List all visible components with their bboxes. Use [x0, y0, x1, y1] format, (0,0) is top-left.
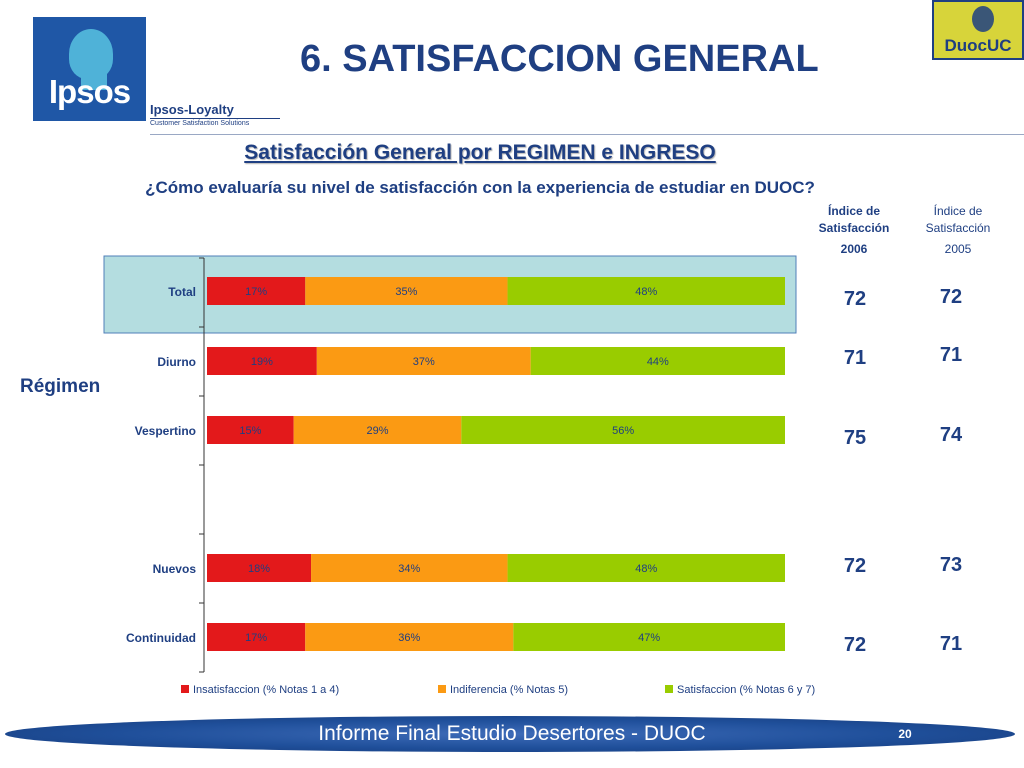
legend-entry: Indiferencia (% Notas 5)	[450, 684, 568, 696]
bar-segment	[305, 623, 514, 651]
data-label: 29%	[366, 425, 388, 437]
legend-swatch	[665, 685, 673, 693]
ipsos-neck-shape	[81, 72, 107, 90]
loyalty-brand: Ipsos-Loyalty	[150, 102, 234, 117]
slide-title: 6. SATISFACCION GENERAL	[300, 38, 819, 80]
index-2006-value: 72	[844, 288, 866, 310]
index-2006-value: 72	[844, 555, 866, 577]
bar-segment	[507, 277, 785, 305]
data-label: 37%	[413, 356, 435, 368]
regimen-group-label: Régimen	[20, 376, 101, 397]
data-label: 47%	[638, 632, 660, 644]
bar-segment	[507, 554, 785, 582]
data-label: 36%	[398, 632, 420, 644]
ipsos-head-icon	[69, 29, 113, 79]
ipsos-logo-text: Ipsos	[48, 73, 131, 110]
index-2005-value: 73	[940, 554, 962, 576]
data-label: 17%	[245, 632, 267, 644]
data-label: 44%	[647, 356, 669, 368]
bar-segment	[207, 347, 317, 375]
duoc-logo-text: DuocUC	[944, 36, 1012, 55]
index-2005-value: 71	[940, 633, 962, 655]
data-label: 48%	[635, 286, 657, 298]
legend-swatch	[438, 685, 446, 693]
bar-segment	[207, 277, 306, 305]
data-label: 48%	[635, 563, 657, 575]
category-label: Nuevos	[153, 562, 197, 576]
bar-segment	[293, 416, 462, 444]
data-label: 18%	[248, 563, 270, 575]
duoc-crest-icon	[972, 6, 994, 32]
page-number: 20	[898, 727, 912, 741]
legend-entry: Satisfaccion (% Notas 6 y 7)	[677, 684, 815, 696]
ipsos-logo: Ipsos	[33, 17, 146, 121]
bar-segment	[207, 554, 312, 582]
footer-bar	[5, 716, 1015, 752]
bar-segment	[305, 277, 508, 305]
bar-segment	[316, 347, 531, 375]
ipsos-loyalty-logo: Ipsos-Loyalty Customer Satisfaction Solu…	[150, 102, 280, 127]
survey-question: ¿Cómo evaluaría su nivel de satisfacción…	[145, 178, 815, 197]
index-2006-year: 2006	[840, 242, 868, 256]
bar-segment	[207, 623, 306, 651]
duoc-logo: DuocUC	[932, 0, 1024, 60]
category-label: Vespertino	[135, 424, 196, 438]
data-label: 15%	[239, 425, 261, 437]
index-2005-value: 71	[940, 344, 962, 366]
title-divider	[150, 134, 1024, 135]
chart-subtitle: Satisfacción General por REGIMEN e INGRE…	[244, 141, 716, 164]
bar-segment	[530, 347, 785, 375]
bar-segment	[513, 623, 785, 651]
category-label: Total	[168, 285, 196, 299]
index-2005-header: Índice de Satisfacción	[925, 204, 991, 235]
bar-segment	[207, 416, 294, 444]
loyalty-tagline: Customer Satisfaction Solutions	[150, 118, 280, 127]
category-label: Diurno	[157, 355, 196, 369]
index-2005-year: 2005	[944, 242, 972, 256]
index-2006-value: 71	[844, 347, 866, 369]
bar-segment	[311, 554, 508, 582]
data-label: 56%	[612, 425, 634, 437]
footer-text: Informe Final Estudio Desertores - DUOC	[318, 722, 706, 745]
data-label: 34%	[398, 563, 420, 575]
data-label: 35%	[395, 286, 417, 298]
data-label: 19%	[251, 356, 273, 368]
legend-entry: Insatisfaccion (% Notas 1 a 4)	[193, 684, 339, 696]
bar-segment	[461, 416, 785, 444]
index-2005-value: 72	[940, 286, 962, 308]
legend-swatch	[181, 685, 189, 693]
data-label: 17%	[245, 286, 267, 298]
index-2006-value: 72	[844, 634, 866, 656]
index-2006-header: Índice de Satisfacción	[818, 204, 890, 235]
index-2005-value: 74	[940, 424, 963, 446]
index-2006-value: 75	[844, 427, 866, 449]
category-label: Continuidad	[126, 631, 196, 645]
